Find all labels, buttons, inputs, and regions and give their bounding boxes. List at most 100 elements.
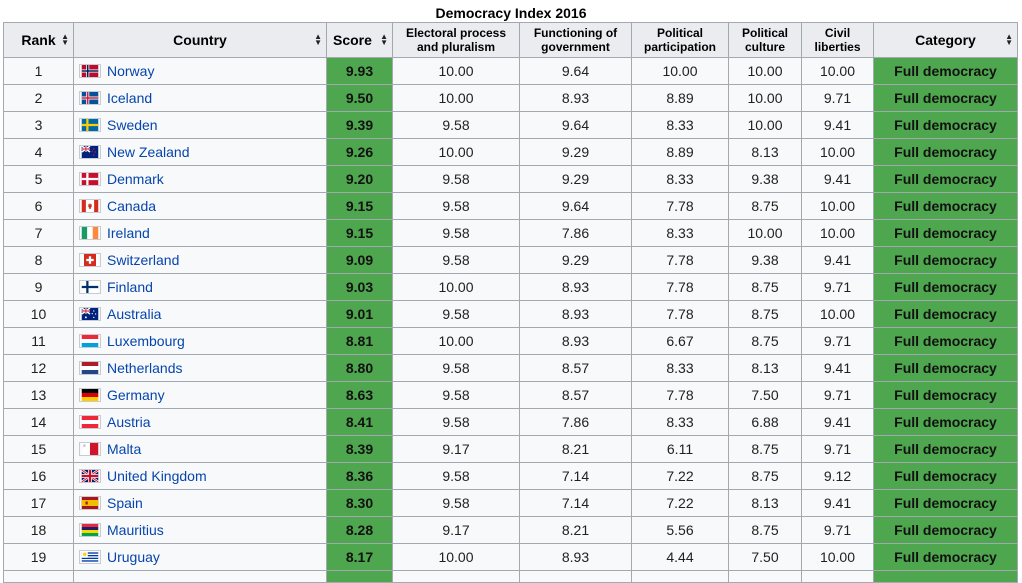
table-body: 1 Norway 9.93 10.00 9.64 10.00 10.00 10.00 Full … [3, 57, 1018, 583]
finland-flag-icon [79, 280, 101, 294]
culture-cell: 8.13 [728, 138, 802, 166]
column-header-rank[interactable]: Rank ▲ ▼ [3, 22, 74, 58]
country-cell: Netherlands [73, 354, 327, 382]
category-cell: Full democracy [873, 219, 1018, 247]
functioning-cell: 8.93 [519, 84, 632, 112]
electoral-cell: 9.58 [392, 246, 520, 274]
country-link[interactable]: New Zealand [107, 144, 190, 160]
table-row: 12 Netherlands 8.80 9.58 8.57 8.33 8.13 9.41 Ful… [3, 354, 1018, 382]
culture-cell: 8.75 [728, 462, 802, 490]
column-header-label: Category [915, 32, 976, 48]
culture-cell: 8.75 [728, 516, 802, 544]
table-row: 4 New Zealand 9.26 10.00 9.29 8.89 8.13 10.00 Fu… [3, 138, 1018, 166]
table-row: 9 Finland 9.03 10.00 8.93 7.78 8.75 9.71 Full de… [3, 273, 1018, 301]
country-link[interactable]: Netherlands [107, 360, 183, 376]
country-link[interactable]: Canada [107, 198, 157, 214]
score-cell: 9.15 [326, 219, 393, 247]
austria-flag-icon [79, 415, 101, 429]
table-caption: Democracy Index 2016 [435, 5, 587, 21]
country-cell: Norway [73, 57, 327, 85]
liberties-cell: 9.71 [801, 435, 874, 463]
score-cell: 8.63 [326, 381, 393, 409]
country-link[interactable]: Denmark [107, 171, 164, 187]
country-link[interactable]: Germany [107, 387, 165, 403]
country-cell: Canada [73, 192, 327, 220]
participation-cell: 5.56 [631, 516, 729, 544]
category-cell: Full democracy [873, 435, 1018, 463]
participation-cell: 8.33 [631, 408, 729, 436]
participation-cell: 7.78 [631, 273, 729, 301]
table-row: 13 Germany 8.63 9.58 8.57 7.78 7.50 9.71 Full de… [3, 381, 1018, 409]
table-row: 7 Ireland 9.15 9.58 7.86 8.33 10.00 10.00 Full d… [3, 219, 1018, 247]
table-row: 19 Uruguay 8.17 10.00 8.93 4.44 7.50 10.00 Full … [3, 543, 1018, 571]
netherlands-flag-icon [79, 361, 101, 375]
column-header-country[interactable]: Country ▲ ▼ [73, 22, 327, 58]
category-cell: Full democracy [873, 273, 1018, 301]
score-cell: 8.81 [326, 327, 393, 355]
sort-icon[interactable]: ▲ ▼ [1005, 32, 1013, 47]
country-link[interactable]: Spain [107, 495, 143, 511]
rank-cell: 19 [3, 543, 74, 571]
table-row: 6 Canada 9.15 9.58 9.64 7.78 8.75 10.00 Full dem… [3, 192, 1018, 220]
category-cell: Full democracy [873, 543, 1018, 571]
functioning-cell: 7.14 [519, 462, 632, 490]
sort-icon[interactable]: ▲ ▼ [61, 32, 69, 47]
electoral-cell: 9.58 [392, 462, 520, 490]
score-cell: 9.03 [326, 273, 393, 301]
mauritius-flag-icon [79, 523, 101, 537]
country-link[interactable]: Uruguay [107, 549, 160, 565]
participation-cell: 8.33 [631, 111, 729, 139]
category-cell: Full democracy [873, 84, 1018, 112]
table-row: 14 Austria 8.41 9.58 7.86 8.33 6.88 9.41 Full de… [3, 408, 1018, 436]
category-cell: Full democracy [873, 192, 1018, 220]
functioning-cell: 7.86 [519, 408, 632, 436]
participation-cell: 7.22 [631, 462, 729, 490]
liberties-cell: 10.00 [801, 138, 874, 166]
column-header-category[interactable]: Category ▲ ▼ [873, 22, 1018, 58]
country-cell: Iceland [73, 84, 327, 112]
table-row: 15 Malta 8.39 9.17 8.21 6.11 8.75 9.71 Full demo… [3, 435, 1018, 463]
culture-cell: 8.75 [728, 327, 802, 355]
column-header-label: Score [333, 32, 372, 48]
rank-cell: 2 [3, 84, 74, 112]
rank-cell: 1 [3, 57, 74, 85]
electoral-cell: 9.17 [392, 435, 520, 463]
country-link[interactable]: Mauritius [107, 522, 164, 538]
country-link[interactable]: Switzerland [107, 252, 180, 268]
country-link[interactable]: Ireland [107, 225, 150, 241]
participation-cell: 8.33 [631, 219, 729, 247]
country-link[interactable]: United Kingdom [107, 468, 207, 484]
column-header-culture: Political culture [728, 22, 802, 58]
country-link[interactable]: Iceland [107, 90, 153, 106]
column-header-participation: Political participation [631, 22, 729, 58]
score-cell: 9.20 [326, 165, 393, 193]
country-link[interactable]: Austria [107, 414, 151, 430]
switzerland-flag-icon [79, 253, 101, 267]
canada-flag-icon [79, 199, 101, 213]
functioning-cell: 8.93 [519, 273, 632, 301]
sort-icon[interactable]: ▲ ▼ [314, 32, 322, 47]
country-cell: Spain [73, 489, 327, 517]
sweden-flag-icon [79, 118, 101, 132]
rank-cell: 4 [3, 138, 74, 166]
country-link[interactable]: Norway [107, 63, 155, 79]
rank-cell: 12 [3, 354, 74, 382]
country-link[interactable]: Luxembourg [107, 333, 185, 349]
country-link[interactable]: Malta [107, 441, 142, 457]
electoral-cell: 10.00 [392, 327, 520, 355]
country-link[interactable]: Finland [107, 279, 153, 295]
culture-cell: 10.00 [728, 219, 802, 247]
electoral-cell: 10.00 [392, 138, 520, 166]
sort-icon[interactable]: ▲ ▼ [380, 32, 388, 47]
column-header-score[interactable]: Score ▲ ▼ [326, 22, 393, 58]
culture-cell: 7.50 [728, 543, 802, 571]
country-link[interactable]: Australia [107, 306, 162, 322]
score-cell: 8.36 [326, 462, 393, 490]
iceland-flag-icon [79, 91, 101, 105]
country-link[interactable]: Sweden [107, 117, 158, 133]
functioning-cell: 9.29 [519, 138, 632, 166]
germany-flag-icon [79, 388, 101, 402]
liberties-cell: 9.41 [801, 111, 874, 139]
country-cell: Mauritius [73, 516, 327, 544]
column-header-electoral: Electoral process and pluralism [392, 22, 520, 58]
